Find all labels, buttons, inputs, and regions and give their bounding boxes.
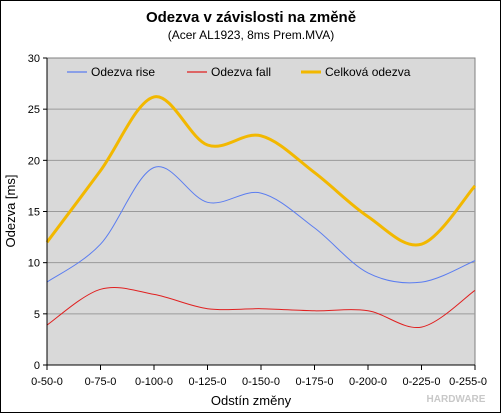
y-tick-label: 5 — [34, 309, 40, 321]
x-tick-label: 0-225-0 — [403, 376, 441, 388]
x-tick-label: 0-200-0 — [349, 376, 387, 388]
y-tick-label: 25 — [28, 104, 40, 116]
x-axis-label: Odstín změny — [211, 393, 292, 408]
series-line-odezva-fall — [46, 286, 476, 328]
series-line-odezva-rise — [46, 166, 476, 284]
watermark-logo: HARDWARE — [427, 394, 486, 405]
y-tick-label: 10 — [28, 258, 40, 270]
legend-label: Celková odezva — [325, 65, 411, 79]
x-tick-label: 0-175-0 — [296, 376, 334, 388]
chart-title: Odezva v závislosti na změně — [146, 9, 356, 26]
chart-subtitle: (Acer AL1923, 8ms Prem.MVA) — [168, 28, 335, 42]
legend-label: Odezva fall — [211, 65, 271, 79]
axes: 0 5 10 15 20 25 30 0-50-0 0-75-0 0-100-0 0-125-0 0-… — [28, 53, 487, 388]
y-tick-label: 0 — [34, 360, 40, 372]
x-tick-label: 0-125-0 — [189, 376, 227, 388]
gridlines — [47, 108, 475, 315]
y-tick-label: 20 — [28, 155, 40, 167]
legend-label: Odezva rise — [91, 65, 155, 79]
y-tick-label: 15 — [28, 207, 40, 219]
x-tick-label: 0-75-0 — [85, 376, 117, 388]
x-tick-label: 0-50-0 — [31, 376, 63, 388]
series-line-celkova-odezva — [45, 95, 477, 247]
legend: Odezva rise Odezva fall Celková odezva — [67, 65, 411, 79]
x-tick-label: 0-255-0 — [449, 376, 487, 388]
x-tick-label: 0-150-0 — [242, 376, 280, 388]
series-lines — [45, 95, 477, 328]
x-tick-label: 0-100-0 — [135, 376, 173, 388]
y-axis-label: Odezva [ms] — [3, 175, 18, 248]
y-tick-label: 30 — [28, 53, 40, 65]
